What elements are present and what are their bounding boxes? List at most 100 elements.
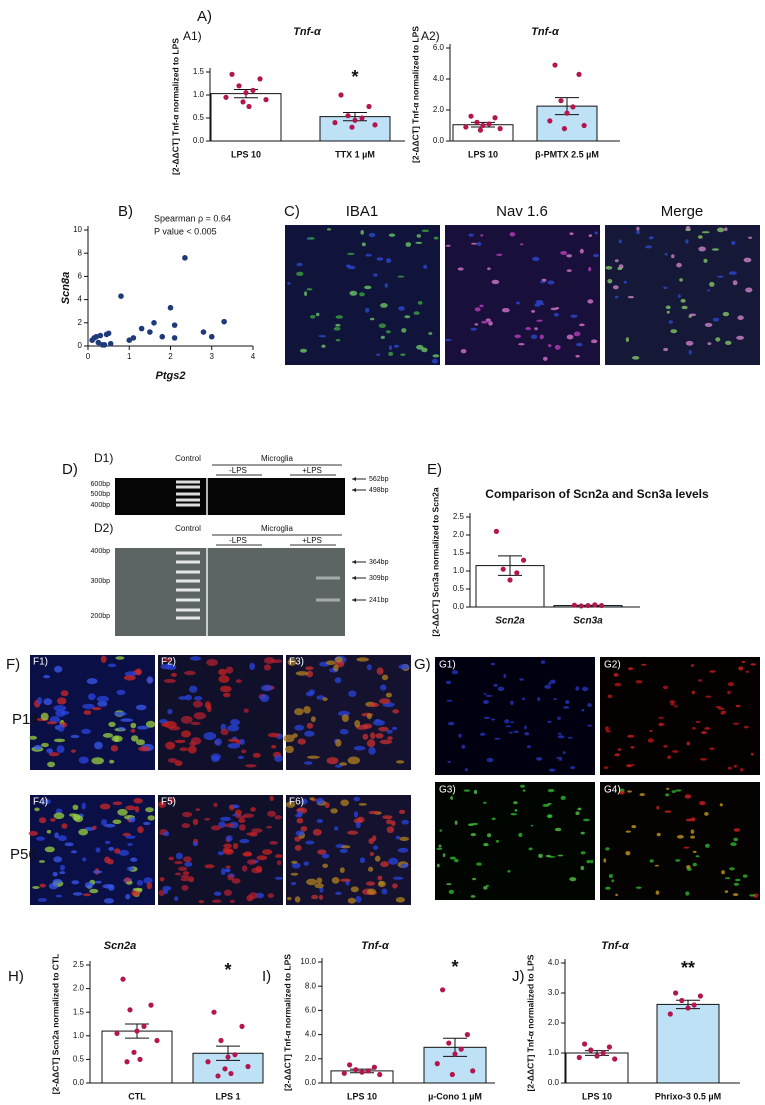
data-point [691, 1002, 697, 1008]
annotation: P value < 0.005 [154, 226, 217, 236]
cell [476, 862, 482, 866]
cell [470, 895, 476, 898]
data-point [182, 255, 188, 261]
cell [543, 356, 548, 361]
cell [276, 860, 282, 866]
cell [300, 798, 308, 805]
cell [358, 803, 367, 806]
cell [168, 856, 175, 861]
cell [354, 720, 361, 728]
cell [334, 656, 343, 663]
cell [613, 673, 619, 677]
cell [520, 243, 524, 246]
cell [519, 678, 524, 681]
cell [627, 295, 635, 299]
data-point [366, 103, 372, 110]
cell [353, 745, 366, 751]
cell [439, 829, 443, 832]
micrograph [445, 225, 600, 365]
cell [192, 841, 198, 847]
cell [37, 697, 43, 705]
cell [395, 897, 405, 903]
cell [42, 799, 51, 805]
data-point [347, 1062, 353, 1068]
cell [296, 262, 303, 267]
panel-label: C) [284, 203, 300, 220]
cell [239, 824, 246, 831]
band-arrowhead [352, 576, 356, 580]
data-point [679, 997, 685, 1004]
cell [181, 823, 191, 829]
cell [190, 721, 201, 726]
cell [417, 301, 423, 305]
cell [724, 877, 731, 880]
panel-label: H) [8, 968, 24, 985]
cell [53, 812, 65, 820]
data-point [673, 990, 679, 996]
cell [705, 695, 712, 698]
cell [82, 703, 95, 710]
cell [145, 720, 156, 728]
cell [451, 670, 459, 675]
x-tick-label: LPS 10 [347, 1091, 377, 1101]
cell [508, 731, 513, 734]
cell [382, 815, 393, 820]
cell [474, 307, 481, 312]
data-point [239, 1023, 245, 1029]
cell [607, 694, 613, 699]
cell [522, 789, 526, 792]
y-tick-label: 2.0 [305, 1054, 317, 1063]
y-axis-label: [2-ΔΔCT] Tnf-α normalized to LPS [282, 954, 292, 1091]
data-point [552, 62, 558, 68]
cell [192, 700, 203, 708]
cell [535, 300, 544, 304]
ladder-band [176, 570, 200, 574]
cell [727, 690, 731, 695]
cell [699, 801, 706, 806]
cell [115, 656, 125, 660]
cell [612, 285, 619, 290]
cell [174, 872, 182, 876]
y-tick-label: 0.0 [453, 602, 465, 611]
cell [635, 886, 642, 889]
cell [438, 844, 442, 848]
cell [692, 862, 697, 867]
cell [131, 735, 139, 742]
cell [586, 859, 591, 864]
cell [182, 811, 193, 818]
cell [376, 353, 381, 356]
cell [242, 852, 253, 857]
cell [625, 851, 631, 856]
data-point [229, 71, 235, 77]
cell [733, 882, 740, 886]
data-point [245, 1063, 251, 1070]
cell [594, 231, 598, 235]
x-tick-label: Scn2a [495, 616, 525, 627]
cell [537, 697, 541, 702]
y-axis-label: [2-ΔΔCT] Tnf-α normalized to LPS [170, 38, 180, 175]
cell [239, 738, 245, 745]
cell [388, 857, 399, 865]
cell [544, 684, 552, 689]
cell [485, 318, 491, 322]
data-point [571, 602, 578, 608]
cell [630, 746, 635, 749]
cell [64, 842, 74, 847]
data-point [449, 1071, 455, 1078]
cell [392, 709, 400, 714]
cell [677, 294, 681, 298]
cell [415, 241, 423, 244]
cell [524, 725, 527, 730]
cell [494, 737, 501, 740]
cell [423, 264, 428, 269]
cell [52, 871, 58, 877]
cell [134, 806, 140, 813]
cell [447, 760, 452, 763]
cell [294, 708, 304, 716]
cell [428, 332, 433, 335]
cell [514, 334, 521, 339]
data-point [95, 339, 102, 346]
cell [304, 291, 308, 296]
cell [575, 686, 580, 691]
cell [78, 756, 89, 764]
